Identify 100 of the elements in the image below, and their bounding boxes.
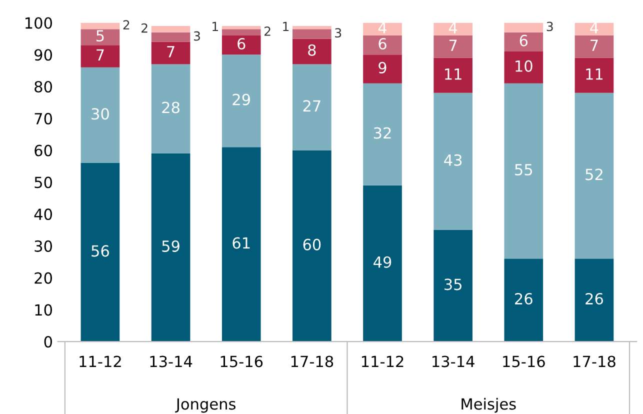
bar bbox=[574, 92, 614, 259]
data-label: 43 bbox=[444, 154, 462, 166]
data-label: 56 bbox=[92, 245, 109, 257]
y-tick-label: 0 bbox=[44, 336, 52, 348]
y-tick-label: 80 bbox=[34, 80, 52, 93]
data-label: 26 bbox=[586, 292, 603, 305]
bar bbox=[222, 54, 261, 148]
data-label: 10 bbox=[516, 60, 532, 72]
bar bbox=[80, 67, 120, 164]
x-tick-label: 15-16 bbox=[220, 356, 263, 368]
data-label: 11 bbox=[445, 68, 462, 80]
x-tick-label: 11-12 bbox=[80, 356, 121, 368]
bar bbox=[222, 36, 261, 55]
bar bbox=[222, 26, 261, 30]
y-tick-label: 100 bbox=[26, 17, 52, 29]
bar bbox=[151, 32, 190, 42]
bar bbox=[151, 64, 190, 154]
bar bbox=[80, 163, 120, 342]
bar bbox=[574, 58, 614, 93]
bar bbox=[434, 92, 472, 230]
data-label: 4 bbox=[378, 22, 387, 34]
bar bbox=[151, 153, 190, 342]
data-label: 27 bbox=[303, 100, 320, 112]
data-label: 2 bbox=[264, 26, 270, 36]
bar bbox=[504, 22, 544, 32]
bar bbox=[574, 22, 614, 36]
data-label: 26 bbox=[515, 292, 532, 305]
data-label: 61 bbox=[232, 237, 250, 249]
bar bbox=[292, 38, 332, 64]
text: Jongens bbox=[175, 398, 236, 413]
data-label: 6 bbox=[238, 38, 246, 50]
bar bbox=[574, 36, 614, 58]
data-label: 11 bbox=[586, 68, 603, 80]
bar bbox=[80, 22, 120, 30]
x-tick-label: 17-18 bbox=[291, 356, 334, 368]
bar bbox=[504, 51, 544, 84]
data-label: 55 bbox=[515, 164, 532, 176]
bar bbox=[363, 54, 402, 84]
data-label: 3 bbox=[194, 31, 200, 41]
y-tick-label: 10 bbox=[35, 304, 52, 316]
y-tick-label: 60 bbox=[34, 144, 52, 156]
bar bbox=[292, 26, 332, 30]
bar bbox=[504, 32, 544, 52]
bar bbox=[363, 36, 402, 55]
bar bbox=[80, 29, 120, 46]
data-label: 6 bbox=[378, 38, 386, 50]
y-tick-label: 50 bbox=[34, 176, 52, 188]
x-tick-label: 17-18 bbox=[574, 356, 616, 368]
bar bbox=[363, 185, 402, 342]
bar bbox=[151, 42, 190, 64]
x-tick-label: 13-14 bbox=[150, 356, 192, 368]
text: Meisjes bbox=[462, 398, 516, 413]
bar bbox=[80, 45, 120, 68]
data-label: 4 bbox=[448, 22, 458, 34]
y-tick-label: 40 bbox=[34, 208, 52, 220]
data-label: 3 bbox=[335, 28, 342, 38]
bar bbox=[292, 29, 332, 39]
data-label: 2 bbox=[142, 23, 148, 33]
bar bbox=[434, 22, 472, 36]
x-tick-label: 13-14 bbox=[432, 356, 474, 368]
data-label: 28 bbox=[162, 102, 180, 114]
bar bbox=[292, 150, 332, 342]
data-label: 7 bbox=[96, 49, 104, 60]
y-tick-label: 30 bbox=[34, 240, 52, 252]
data-label: 6 bbox=[520, 34, 528, 46]
data-label: 7 bbox=[167, 46, 174, 58]
bar bbox=[292, 64, 332, 150]
data-label: 32 bbox=[374, 127, 391, 139]
bar bbox=[363, 83, 402, 186]
data-label: 29 bbox=[232, 94, 250, 106]
bar bbox=[434, 58, 472, 93]
data-label: 7 bbox=[590, 40, 598, 51]
bar bbox=[434, 230, 472, 342]
bar bbox=[434, 36, 472, 58]
data-label: 52 bbox=[586, 168, 602, 180]
data-label: 3 bbox=[546, 22, 553, 32]
data-label: 1 bbox=[212, 22, 218, 31]
data-label: 9 bbox=[378, 62, 386, 74]
data-label: 30 bbox=[92, 108, 109, 120]
bar bbox=[574, 258, 614, 342]
y-tick-label: 20 bbox=[34, 272, 52, 284]
y-tick-label: 70 bbox=[34, 112, 52, 124]
y-tick-label: 90 bbox=[34, 49, 52, 61]
data-label: 59 bbox=[162, 240, 180, 252]
x-tick-label: 11-12 bbox=[362, 356, 404, 368]
data-label: 8 bbox=[308, 44, 316, 56]
bar bbox=[222, 29, 261, 36]
bar bbox=[222, 147, 261, 342]
bar bbox=[363, 22, 402, 36]
data-label: 35 bbox=[444, 278, 462, 290]
data-label: 5 bbox=[96, 30, 104, 42]
bar bbox=[504, 258, 544, 342]
x-tick-label: 15-16 bbox=[503, 356, 545, 368]
data-label: 49 bbox=[374, 256, 392, 268]
bar bbox=[504, 83, 544, 259]
data-label: 1 bbox=[283, 22, 289, 31]
data-label: 2 bbox=[123, 20, 130, 30]
data-label: 7 bbox=[449, 40, 457, 51]
data-label: 4 bbox=[590, 22, 598, 34]
bar bbox=[151, 26, 190, 32]
